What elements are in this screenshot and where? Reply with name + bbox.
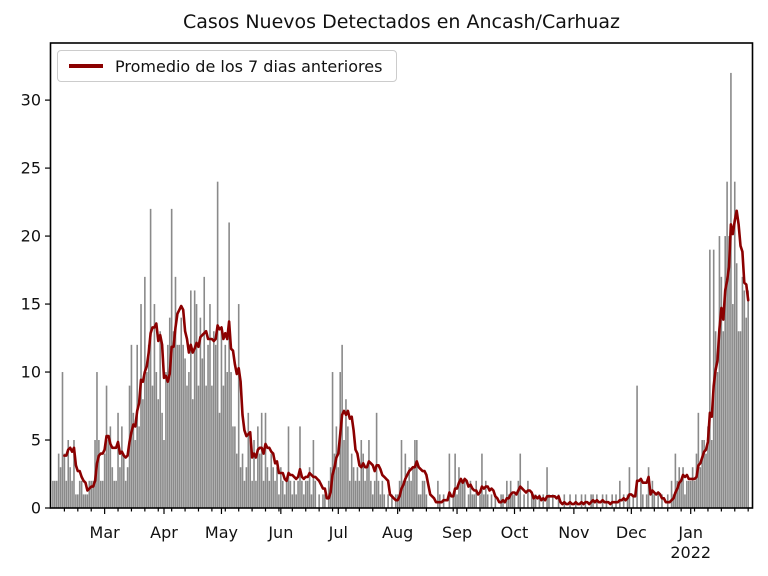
plot-border (49, 42, 754, 509)
legend: Promedio de los 7 dias anteriores (57, 50, 398, 82)
x-tick-label: Jan (677, 523, 703, 542)
chart-title: Casos Nuevos Detectados en Ancash/Carhua… (182, 11, 621, 33)
x-tick-label: Aug (382, 523, 413, 542)
x-tick-label: Apr (150, 523, 178, 542)
x-tick-label: Jul (328, 523, 348, 542)
y-axis: 0 5 10 15 20 25 30 (21, 91, 51, 518)
x-tick-label: May (205, 523, 238, 542)
x-tick-label: Sep (442, 523, 472, 542)
y-tick-label: 20 (21, 227, 41, 246)
y-tick-label: 0 (31, 499, 41, 518)
x-tick-label: Nov (558, 523, 589, 542)
x-tick-label: Oct (501, 523, 529, 542)
y-tick-label: 15 (21, 295, 41, 314)
y-tick-label: 25 (21, 159, 41, 178)
x-year-label: 2022 (670, 543, 711, 562)
y-tick-label: 30 (21, 91, 41, 110)
legend-line-swatch-icon (69, 64, 103, 68)
x-tick-label: Dec (616, 523, 647, 542)
y-tick-label: 5 (31, 431, 41, 450)
bars-group (52, 72, 749, 509)
legend-label: Promedio de los 7 dias anteriores (115, 56, 383, 76)
x-tick-label: Mar (90, 523, 121, 542)
x-tick-label: Jun (267, 523, 293, 542)
y-tick-label: 10 (21, 363, 41, 382)
average-line (63, 209, 750, 506)
